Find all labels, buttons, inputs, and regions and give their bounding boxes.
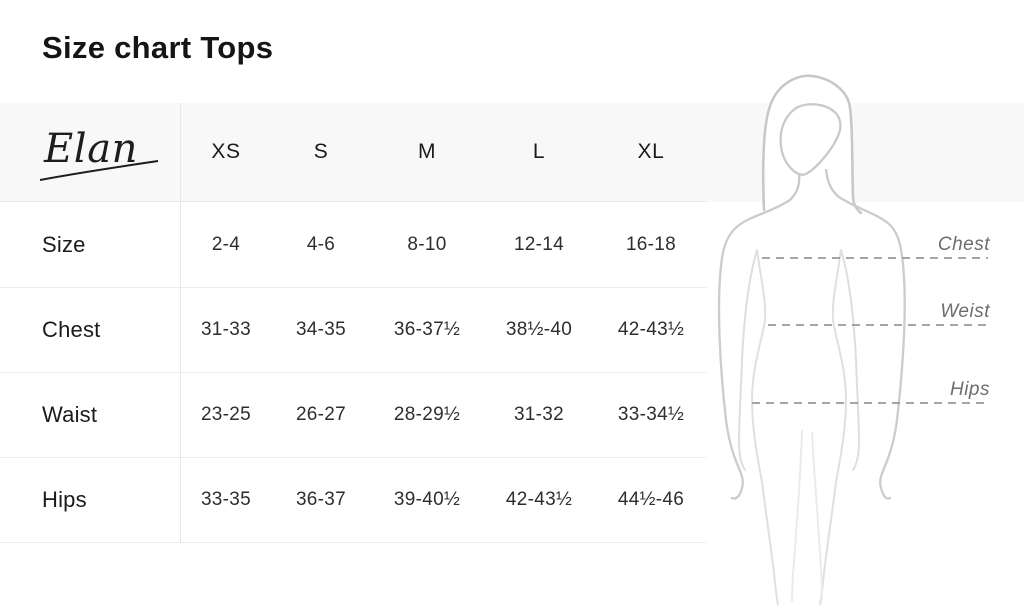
table-cell-waist-l: 31-32	[483, 373, 595, 458]
right-shoulder-arm	[837, 195, 906, 500]
table-cell-size-l: 12-14	[483, 202, 595, 288]
page-title: Size chart Tops	[42, 30, 274, 65]
hair-outline	[762, 74, 863, 215]
inner-leg-left	[791, 429, 803, 603]
right-inner-arm	[840, 249, 861, 471]
table-cell-size-m: 8-10	[371, 202, 483, 288]
table-cell-hips-xl: 44½-46	[595, 458, 707, 543]
chest-measure-label: Chest	[937, 234, 990, 255]
face-outline	[779, 103, 842, 176]
column-header-s: S	[271, 103, 371, 202]
left-inner-arm	[737, 249, 758, 471]
row-label-chest: Chest	[0, 288, 181, 373]
brand-logo-cell: Elan	[0, 103, 181, 202]
column-header-xs: XS	[181, 103, 271, 202]
table-cell-size-xs: 2-4	[181, 202, 271, 288]
inner-leg-right	[811, 431, 823, 601]
brand-logo-text: Elan	[43, 126, 138, 172]
table-cell-chest-s: 34-35	[271, 288, 371, 373]
table-cell-size-s: 4-6	[271, 202, 371, 288]
table-cell-waist-s: 26-27	[271, 373, 371, 458]
brand-logo-underline	[39, 160, 159, 181]
neck-right	[824, 168, 840, 198]
torso-left	[750, 249, 779, 606]
table-cell-hips-s: 36-37	[271, 458, 371, 543]
row-label-waist: Waist	[0, 373, 181, 458]
left-shoulder-arm	[717, 198, 792, 500]
column-header-m: M	[371, 103, 483, 202]
body-measurement-figure	[700, 68, 1024, 606]
table-cell-chest-xl: 42-43½	[595, 288, 707, 373]
brand-logo: Elan	[39, 126, 159, 181]
column-header-l: L	[483, 103, 595, 202]
neck-left	[789, 172, 801, 201]
table-cell-hips-l: 42-43½	[483, 458, 595, 543]
table-cell-chest-m: 36-37½	[371, 288, 483, 373]
table-cell-waist-xl: 33-34½	[595, 373, 707, 458]
table-cell-chest-l: 38½-40	[483, 288, 595, 373]
waist-measure-label: Weist	[940, 301, 990, 322]
row-label-size: Size	[0, 202, 181, 288]
female-body-silhouette	[717, 74, 988, 606]
row-label-hips: Hips	[0, 458, 181, 543]
table-cell-size-xl: 16-18	[595, 202, 707, 288]
table-cell-chest-xs: 31-33	[181, 288, 271, 373]
table-cell-waist-xs: 23-25	[181, 373, 271, 458]
size-chart-table: Elan XS S M L XL Size 2-4 4-6 8-10 12-14…	[0, 103, 707, 543]
table-cell-hips-m: 39-40½	[371, 458, 483, 543]
torso-right	[819, 249, 848, 606]
table-cell-waist-m: 28-29½	[371, 373, 483, 458]
column-header-xl: XL	[595, 103, 707, 202]
table-cell-hips-xs: 33-35	[181, 458, 271, 543]
hips-measure-label: Hips	[949, 379, 990, 400]
